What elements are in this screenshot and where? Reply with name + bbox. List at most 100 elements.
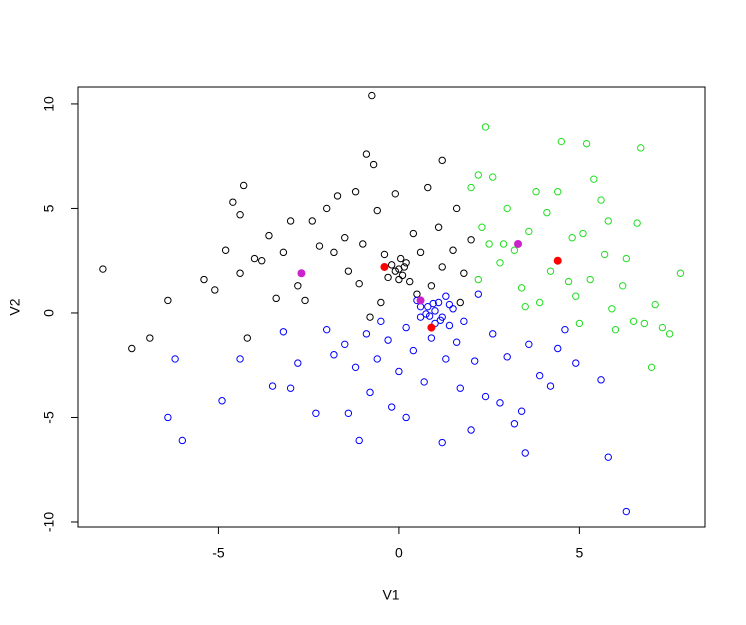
point xyxy=(481,392,490,401)
point xyxy=(409,346,418,355)
point xyxy=(380,250,389,259)
point xyxy=(279,248,288,257)
point xyxy=(456,298,464,307)
point xyxy=(467,236,475,244)
point xyxy=(517,284,526,292)
point xyxy=(200,275,208,284)
point xyxy=(416,302,425,311)
point xyxy=(128,344,136,353)
point xyxy=(413,290,421,298)
x-tick-label: 0 xyxy=(395,545,403,561)
point xyxy=(445,321,454,330)
point xyxy=(218,397,226,405)
point xyxy=(579,229,587,238)
point xyxy=(525,227,533,236)
point xyxy=(427,334,436,342)
point xyxy=(268,382,277,390)
point xyxy=(330,351,338,359)
point xyxy=(647,363,656,372)
point xyxy=(481,123,490,131)
point xyxy=(395,367,403,376)
point xyxy=(525,340,533,349)
point xyxy=(416,248,425,257)
point xyxy=(611,325,620,334)
point xyxy=(355,279,363,288)
y-tick-label: -5 xyxy=(41,411,57,424)
point xyxy=(651,300,659,309)
point xyxy=(600,250,609,259)
point xyxy=(221,246,230,254)
point xyxy=(229,198,237,206)
point xyxy=(427,323,436,332)
point xyxy=(429,299,437,308)
point xyxy=(557,137,566,146)
point xyxy=(431,307,439,315)
point xyxy=(510,246,519,254)
point xyxy=(333,192,342,200)
point xyxy=(424,302,432,311)
point xyxy=(449,305,457,313)
point xyxy=(351,363,360,372)
point xyxy=(236,355,244,363)
point xyxy=(554,188,562,196)
point xyxy=(629,317,638,326)
point xyxy=(344,267,353,275)
point xyxy=(362,150,371,158)
point xyxy=(604,217,612,225)
point xyxy=(397,254,405,263)
point xyxy=(535,371,544,380)
point xyxy=(368,91,376,100)
point xyxy=(478,223,486,231)
point xyxy=(597,196,605,204)
point xyxy=(315,242,324,250)
point xyxy=(438,156,446,165)
point xyxy=(400,263,409,271)
point xyxy=(366,313,374,321)
point xyxy=(373,355,381,363)
point xyxy=(554,344,562,353)
point xyxy=(658,323,667,332)
point xyxy=(471,357,479,365)
point xyxy=(171,355,179,363)
point xyxy=(398,271,407,280)
point xyxy=(369,160,378,169)
point xyxy=(416,313,425,321)
point xyxy=(452,204,461,213)
x-axis-label: V1 xyxy=(382,587,399,603)
point xyxy=(608,305,616,313)
point xyxy=(301,296,309,305)
point xyxy=(164,413,172,422)
point xyxy=(553,256,562,265)
point xyxy=(514,239,523,248)
point xyxy=(449,246,457,254)
point xyxy=(438,438,446,447)
point xyxy=(665,330,674,338)
point xyxy=(402,413,410,422)
point xyxy=(676,269,685,277)
point xyxy=(546,267,555,275)
point xyxy=(510,420,519,428)
point xyxy=(402,323,410,332)
point xyxy=(373,206,381,215)
point xyxy=(279,328,288,336)
point xyxy=(387,261,396,269)
y-tick-label: 10 xyxy=(41,96,57,112)
point xyxy=(496,399,504,407)
point xyxy=(572,359,580,367)
point xyxy=(474,275,483,284)
point xyxy=(344,409,353,417)
point xyxy=(496,259,504,267)
point xyxy=(467,183,475,192)
plot-frame xyxy=(77,86,706,528)
x-tick-label: 5 xyxy=(575,545,583,561)
point xyxy=(377,317,385,326)
point xyxy=(489,330,497,338)
point xyxy=(434,223,443,231)
point xyxy=(384,273,392,282)
point xyxy=(604,453,612,461)
point xyxy=(250,254,259,263)
point xyxy=(561,325,569,334)
point xyxy=(380,262,389,271)
point xyxy=(575,319,584,328)
